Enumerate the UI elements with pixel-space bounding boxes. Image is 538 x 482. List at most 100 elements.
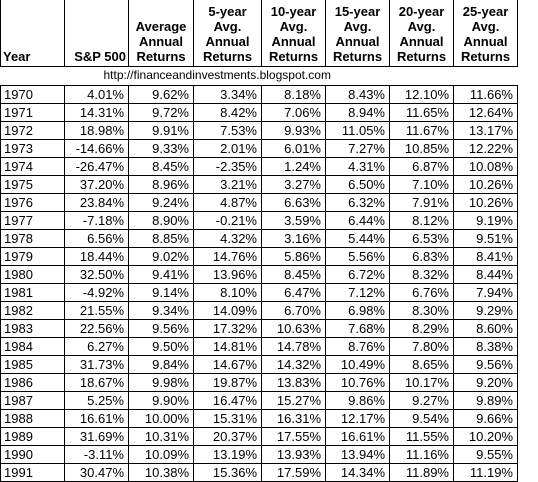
cell-5-year: -0.21% bbox=[193, 211, 262, 230]
cell-25-year: 9.51% bbox=[453, 229, 518, 248]
cell-25-year: 9.29% bbox=[453, 301, 518, 320]
cell-20-year: 10.17% bbox=[389, 373, 454, 392]
cell-15-year: 10.76% bbox=[325, 373, 390, 392]
cell-average-annual: 10.31% bbox=[128, 427, 194, 446]
cell-20-year: 11.89% bbox=[389, 463, 454, 482]
header-15-year-returns: 15-year Avg. Annual Returns bbox=[325, 0, 390, 67]
cell-20-year: 8.29% bbox=[389, 319, 454, 338]
cell-5-year: 8.42% bbox=[193, 103, 262, 122]
cell-average-annual: 9.34% bbox=[128, 301, 194, 320]
table-row: 1990 -3.11% 10.09% 13.19% 13.93% 13.94% 11.16%… bbox=[0, 445, 518, 464]
cell-sp500: 21.55% bbox=[64, 301, 129, 320]
cell-10-year: 8.18% bbox=[261, 85, 326, 104]
cell-25-year: 10.20% bbox=[453, 427, 518, 446]
cell-5-year: 20.37% bbox=[193, 427, 262, 446]
cell-average-annual: 9.24% bbox=[128, 193, 194, 212]
table-row: 1972 18.98% 9.91% 7.53% 9.93% 11.05% 11.67% 13.… bbox=[0, 121, 518, 140]
cell-15-year: 8.76% bbox=[325, 337, 390, 356]
cell-20-year: 7.80% bbox=[389, 337, 454, 356]
cell-15-year: 6.98% bbox=[325, 301, 390, 320]
cell-year: 1980 bbox=[0, 265, 65, 284]
cell-average-annual: 9.41% bbox=[128, 265, 194, 284]
cell-10-year: 13.83% bbox=[261, 373, 326, 392]
table-row: 1975 37.20% 8.96% 3.21% 3.27% 6.50% 7.10% 10.26… bbox=[0, 175, 518, 194]
cell-year: 1986 bbox=[0, 373, 65, 392]
header-average-annual-returns: Average Annual Returns bbox=[128, 0, 194, 67]
cell-average-annual: 9.33% bbox=[128, 139, 194, 158]
cell-average-annual: 10.00% bbox=[128, 409, 194, 428]
table-header: Year S&P 500 Average Annual Returns 5-year… bbox=[0, 0, 518, 86]
cell-sp500: 31.69% bbox=[64, 427, 129, 446]
cell-sp500: 5.25% bbox=[64, 391, 129, 410]
cell-average-annual: 9.14% bbox=[128, 283, 194, 302]
cell-25-year: 10.26% bbox=[453, 175, 518, 194]
cell-year: 1984 bbox=[0, 337, 65, 356]
cell-year: 1988 bbox=[0, 409, 65, 428]
cell-sp500: 32.50% bbox=[64, 265, 129, 284]
cell-25-year: 9.56% bbox=[453, 355, 518, 374]
cell-average-annual: 9.91% bbox=[128, 121, 194, 140]
url-row: http://financeandinvestments.blogspot.co… bbox=[1, 67, 518, 86]
table-row: 1987 5.25% 9.90% 16.47% 15.27% 9.86% 9.27% 9.89… bbox=[0, 391, 518, 410]
cell-sp500: 16.61% bbox=[64, 409, 129, 428]
cell-sp500: 37.20% bbox=[64, 175, 129, 194]
cell-sp500: 30.47% bbox=[64, 463, 129, 482]
table-row: 1978 6.56% 8.85% 4.32% 3.16% 5.44% 6.53% 9.51% bbox=[0, 229, 518, 248]
table-row: 1984 6.27% 9.50% 14.81% 14.78% 8.76% 7.80% 8.38… bbox=[0, 337, 518, 356]
cell-year: 1971 bbox=[0, 103, 65, 122]
cell-15-year: 12.17% bbox=[325, 409, 390, 428]
cell-average-annual: 9.90% bbox=[128, 391, 194, 410]
cell-15-year: 6.44% bbox=[325, 211, 390, 230]
cell-5-year: 14.81% bbox=[193, 337, 262, 356]
table-row: 1974 -26.47% 8.45% -2.35% 1.24% 4.31% 6.87% 10.… bbox=[0, 157, 518, 176]
cell-25-year: 8.38% bbox=[453, 337, 518, 356]
cell-25-year: 12.64% bbox=[453, 103, 518, 122]
cell-10-year: 1.24% bbox=[261, 157, 326, 176]
cell-25-year: 8.60% bbox=[453, 319, 518, 338]
cell-average-annual: 8.45% bbox=[128, 157, 194, 176]
table-row: 1982 21.55% 9.34% 14.09% 6.70% 6.98% 8.30% 9.29… bbox=[0, 301, 518, 320]
table-body: 1970 4.01% 9.62% 3.34% 8.18% 8.43% 12.10% 11.66… bbox=[0, 85, 518, 482]
table-row: 1970 4.01% 9.62% 3.34% 8.18% 8.43% 12.10% 11.66… bbox=[0, 85, 518, 104]
cell-25-year: 9.66% bbox=[453, 409, 518, 428]
cell-25-year: 10.08% bbox=[453, 157, 518, 176]
cell-10-year: 6.01% bbox=[261, 139, 326, 158]
cell-20-year: 11.65% bbox=[389, 103, 454, 122]
cell-5-year: 19.87% bbox=[193, 373, 262, 392]
cell-year: 1982 bbox=[0, 301, 65, 320]
cell-average-annual: 10.38% bbox=[128, 463, 194, 482]
cell-20-year: 8.12% bbox=[389, 211, 454, 230]
cell-5-year: 14.09% bbox=[193, 301, 262, 320]
cell-5-year: 15.31% bbox=[193, 409, 262, 428]
header-sp500: S&P 500 bbox=[64, 0, 129, 67]
cell-5-year: 3.34% bbox=[193, 85, 262, 104]
table-row: 1986 18.67% 9.98% 19.87% 13.83% 10.76% 10.17% 9… bbox=[0, 373, 518, 392]
cell-15-year: 13.94% bbox=[325, 445, 390, 464]
cell-sp500: 18.44% bbox=[64, 247, 129, 266]
table-row: 1985 31.73% 9.84% 14.67% 14.32% 10.49% 8.65% 9.… bbox=[0, 355, 518, 374]
cell-5-year: 3.21% bbox=[193, 175, 262, 194]
cell-15-year: 8.43% bbox=[325, 85, 390, 104]
cell-sp500: -7.18% bbox=[64, 211, 129, 230]
cell-25-year: 11.66% bbox=[453, 85, 518, 104]
cell-20-year: 11.55% bbox=[389, 427, 454, 446]
cell-10-year: 8.45% bbox=[261, 265, 326, 284]
cell-year: 1976 bbox=[0, 193, 65, 212]
cell-5-year: 14.76% bbox=[193, 247, 262, 266]
header-20-year-returns: 20-year Avg. Annual Returns bbox=[389, 0, 454, 67]
cell-20-year: 8.30% bbox=[389, 301, 454, 320]
cell-10-year: 9.93% bbox=[261, 121, 326, 140]
cell-5-year: 4.32% bbox=[193, 229, 262, 248]
cell-year: 1979 bbox=[0, 247, 65, 266]
table-row: 1983 22.56% 9.56% 17.32% 10.63% 7.68% 8.29% 8.6… bbox=[0, 319, 518, 338]
cell-average-annual: 9.72% bbox=[128, 103, 194, 122]
header-25-year-returns: 25-year Avg. Annual Returns bbox=[453, 0, 518, 67]
cell-10-year: 5.86% bbox=[261, 247, 326, 266]
cell-20-year: 7.91% bbox=[389, 193, 454, 212]
cell-20-year: 12.10% bbox=[389, 85, 454, 104]
cell-25-year: 12.22% bbox=[453, 139, 518, 158]
cell-year: 1973 bbox=[0, 139, 65, 158]
returns-table: Year S&P 500 Average Annual Returns 5-year… bbox=[0, 0, 518, 482]
cell-year: 1985 bbox=[0, 355, 65, 374]
cell-15-year: 8.94% bbox=[325, 103, 390, 122]
